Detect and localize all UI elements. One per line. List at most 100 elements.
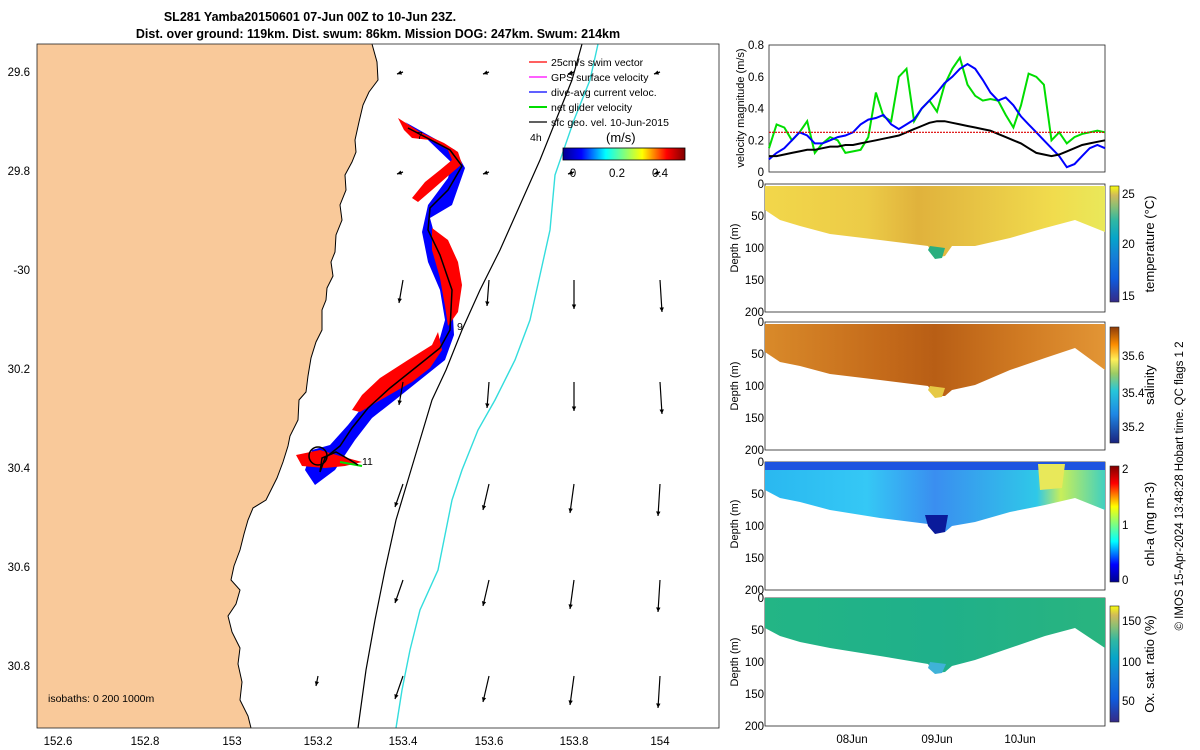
- salt-depth-tick-200: 200: [745, 445, 764, 457]
- geo-arrow-head-0: [397, 70, 402, 75]
- geo-arrow-head-19: [656, 511, 661, 516]
- geo-arrow-head-1: [483, 70, 488, 75]
- day-marker-7: 7: [417, 130, 423, 142]
- chl-deep-low: [925, 515, 948, 534]
- time-scale-label: 4h: [530, 132, 542, 144]
- geo-arrow-23: [657, 579, 661, 613]
- salt-depth-tick-50: 50: [751, 349, 764, 361]
- lat-tick-30-4: 30.4: [8, 463, 31, 475]
- geo-arrow-head-9: [485, 301, 490, 306]
- glider-loop: [308, 446, 328, 466]
- legend-net-glider: net glider velocity: [529, 102, 633, 114]
- chl-surface-low: [765, 462, 1105, 470]
- velocity-ytick-0: 0: [758, 167, 764, 179]
- geo-arrow-head-14: [571, 406, 577, 411]
- ox-depth-tick-200: 200: [745, 721, 764, 733]
- salt-depth-tick-100: 100: [745, 381, 764, 393]
- time-tick-10jun: 10Jun: [1004, 734, 1035, 746]
- temp-cold-bottom: [928, 246, 945, 259]
- lon-tick-153-8: 153.8: [560, 736, 589, 748]
- ox-colorbar: [1109, 605, 1120, 723]
- ox-cb-tick-150: 150: [1122, 616, 1141, 628]
- geo-speed-line: [769, 120, 1106, 158]
- temp-depth-tick-100: 100: [745, 243, 764, 255]
- legend-geo-velocity: sfc geo. vel. 10-Jun-2015: [529, 117, 669, 129]
- geo-arrow-11: [659, 279, 663, 313]
- geo-arrow-head-26: [481, 697, 487, 702]
- velocity-panel: 0 0.2 0.4 0.6 0.8 velocity magnitude (m/s): [735, 40, 1106, 179]
- ox-depth-tick-0: 0: [758, 593, 764, 605]
- salt-depth-label: Depth (m): [729, 362, 741, 411]
- colorbar-tick-labels: 25 20 15 35.6 35.4 35.2 2 1 0 150 100 50: [1122, 189, 1145, 708]
- swim-vector-swath-north: [398, 118, 462, 202]
- land-mass: [37, 44, 378, 728]
- ox-cb-label: Ox. sat. ratio (%): [1142, 615, 1157, 713]
- temp-cb-label: temperature (°C): [1142, 196, 1157, 293]
- temp-cb-tick-25: 25: [1122, 189, 1135, 201]
- swim-vector-swath-south: [352, 332, 442, 412]
- geo-arrow-27: [569, 675, 575, 706]
- ox-bottom-anomaly: [928, 662, 946, 674]
- geo-arrow-head-20: [394, 598, 399, 603]
- salt-depth-tick-150: 150: [745, 413, 764, 425]
- lon-tick-153: 153: [222, 736, 241, 748]
- map-title-line1: SL281 Yamba20150601 07-Jun 00Z to 10-Jun…: [164, 10, 456, 24]
- geo-arrow-head-4: [397, 170, 402, 175]
- geo-arrow-head-21: [481, 601, 487, 606]
- geo-velocity-arrows: [314, 70, 664, 709]
- ox-depth-label: Depth (m): [729, 638, 741, 687]
- dive-avg-speed-line: [768, 62, 1106, 169]
- geo-arrow-head-6: [568, 170, 573, 175]
- temp-field: [765, 186, 1105, 258]
- velocity-ytick-0-4: 0.4: [748, 104, 765, 116]
- geo-arrow-22: [569, 579, 575, 610]
- ox-depth-tick-50: 50: [751, 625, 764, 637]
- salinity-panel: [764, 321, 1120, 451]
- temperature-panel: [764, 183, 1120, 313]
- velocity-ytick-0-8: 0.8: [748, 40, 764, 52]
- chl-cb-tick-0: 0: [1122, 575, 1128, 587]
- svg-text:net glider velocity: net glider velocity: [551, 102, 633, 114]
- map-legend: 25cm/s swim vector GPS surface velocity …: [529, 57, 686, 180]
- temp-depth-tick-150: 150: [745, 275, 764, 287]
- lat-tick-29-8: 29.8: [8, 166, 30, 178]
- geo-arrow-head-12: [397, 400, 402, 405]
- geo-arrow-28: [657, 675, 661, 709]
- chl-cb-label: chl-a (mg m-3): [1142, 482, 1157, 567]
- chl-panel: [764, 461, 1120, 591]
- chl-depth-label: Depth (m): [729, 500, 741, 549]
- salt-cb-tick-35-4: 35.4: [1122, 388, 1145, 400]
- geo-arrow-head-22: [568, 604, 573, 609]
- speed-cb-tick-1: 0.2: [609, 168, 625, 180]
- section-depth-ticks: 0501001502000501001502000501001502000501…: [745, 179, 764, 733]
- geo-arrow-18: [569, 483, 575, 514]
- ox-depth-tick-150: 150: [745, 689, 764, 701]
- day-marker-9: 9: [457, 321, 463, 333]
- geo-arrow-head-5: [483, 170, 488, 175]
- lat-tick-30-6: 30.6: [8, 562, 30, 574]
- geo-arrow-head-23: [656, 607, 661, 612]
- glider-track-line: [319, 127, 463, 473]
- chl-cb-tick-2: 2: [1122, 464, 1128, 476]
- chl-colorbar: [1109, 465, 1120, 583]
- ox-depth-tick-100: 100: [745, 657, 764, 669]
- geo-arrow-head-13: [485, 403, 490, 408]
- map-title-line2: Dist. over ground: 119km. Dist. swum: 86…: [136, 27, 620, 41]
- speed-colorbar: [562, 147, 686, 161]
- geo-arrow-head-27: [568, 700, 573, 705]
- lon-tick-152-6: 152.6: [44, 736, 73, 748]
- oxygen-panel: [764, 597, 1120, 727]
- speed-cb-tick-0: 0: [570, 168, 576, 180]
- salt-depth-tick-0: 0: [758, 317, 764, 329]
- geo-arrow-head-28: [656, 703, 661, 708]
- svg-text:GPS surface velocity: GPS surface velocity: [551, 72, 649, 84]
- chl-depth-tick-200: 200: [745, 585, 764, 597]
- chl-high-patch: [1038, 464, 1065, 490]
- lon-tick-154: 154: [650, 736, 670, 748]
- geo-arrow-19: [657, 483, 661, 517]
- geo-arrow-head-16: [394, 502, 399, 507]
- ox-cb-tick-100: 100: [1122, 657, 1141, 669]
- map-lat-ticks: 29.6 29.8 -30 30.2 30.4 30.6 30.8: [8, 67, 31, 673]
- salt-cb-tick-35-6: 35.6: [1122, 351, 1144, 363]
